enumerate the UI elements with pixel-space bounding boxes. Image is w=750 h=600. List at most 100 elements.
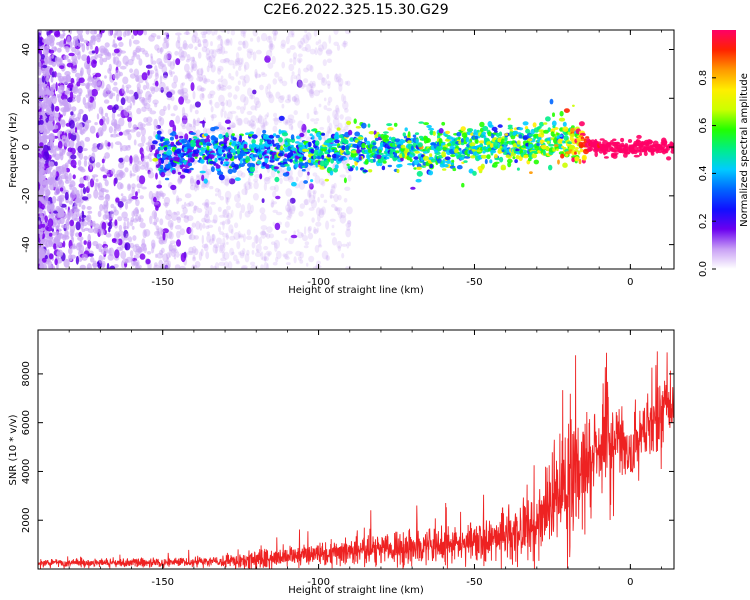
spectrogram-noise-blob	[282, 253, 288, 257]
spectrogram-noise-blob	[303, 198, 310, 206]
spectrogram-noise-blob	[205, 47, 211, 56]
spectrogram-noise-blob	[200, 31, 208, 36]
spectrogram-noise-blob	[202, 74, 207, 84]
spectrogram-noise-blob	[251, 241, 256, 249]
spectrogram-ridge-cell	[284, 141, 289, 146]
spectrogram-noise-blob	[299, 203, 306, 209]
spectrogram-ridge-cell	[599, 138, 605, 141]
spectrogram-ridge-cell	[338, 134, 344, 139]
spectrogram-noise-blob	[226, 214, 229, 218]
spectrogram-noise-blob	[272, 78, 278, 85]
spectrogram-noise-blob	[136, 107, 142, 115]
spectrogram-noise-blob	[154, 230, 161, 237]
spectrogram-noise-blob	[312, 172, 318, 177]
spectrogram-noise-blob	[108, 126, 113, 134]
spectrogram-ridge-cell	[414, 132, 420, 136]
spectrogram-noise-blob	[44, 215, 48, 223]
spectrogram-noise-blob	[296, 73, 302, 83]
spectrogram-noise-blob	[247, 210, 253, 215]
spectrogram-noise-blob	[309, 65, 314, 73]
spectrogram-noise-blob	[110, 203, 115, 209]
spectrogram-noise-blob	[145, 82, 150, 90]
spectrogram-ridge-cell	[643, 139, 650, 145]
spectrogram-ridge-cell	[480, 154, 487, 159]
spectrogram-noise-blob	[231, 251, 235, 255]
spectrogram-noise-blob	[321, 134, 325, 140]
spectrogram-noise-blob	[218, 261, 226, 267]
spectrogram-noise-blob	[279, 95, 285, 101]
spectrogram-noise-blob	[312, 80, 316, 87]
spectrogram-noise-blob	[142, 98, 148, 107]
spectrogram-noise-blob	[175, 115, 181, 124]
spectrogram-noise-blob	[203, 77, 208, 85]
spectrogram-noise-blob	[44, 195, 49, 204]
spectrogram-noise-blob	[145, 90, 152, 101]
spectrogram-noise-blob	[51, 196, 57, 204]
spectrogram-noise-blob	[243, 96, 249, 106]
spectrogram-noise-blob	[175, 40, 181, 49]
spectrogram-ridge-cell	[494, 157, 501, 161]
spectrogram-ridge-cell	[291, 181, 297, 187]
spectrogram-noise-blob	[187, 72, 191, 80]
spectrogram-noise-blob	[285, 35, 290, 45]
spectrogram-noise-blob	[67, 59, 71, 63]
spectrogram-ridge-cell	[299, 132, 305, 138]
spectrogram-noise-blob	[329, 195, 335, 199]
spectrogram-noise-blob	[116, 124, 122, 132]
spectrogram-ridge-cell	[581, 154, 587, 161]
spectrogram-ridge-cell	[423, 122, 429, 126]
spectrogram-noise-blob	[145, 64, 153, 69]
spectrogram-noise-blob	[96, 113, 100, 120]
spectrogram-noise-blob	[180, 122, 186, 127]
spectrogram-noise-blob	[314, 47, 318, 56]
spectrogram-ridge-cell	[546, 140, 550, 144]
spectrogram-noise-blob	[261, 230, 266, 236]
spectrogram-noise-blob	[194, 184, 198, 192]
spectrogram-noise-blob	[219, 125, 226, 135]
spectrogram-ridge-cell	[282, 172, 289, 177]
spectrogram-noise-blob	[93, 189, 99, 199]
spectrogram-noise-blob	[318, 178, 325, 186]
spectrogram-ridge-cell	[415, 178, 422, 183]
spectrogram-ridge-cell	[465, 136, 470, 143]
spectrogram-noise-blob	[191, 245, 197, 254]
spectrogram-noise-blob	[344, 108, 349, 113]
spectrogram-noise-blob	[189, 175, 194, 184]
spectrogram-ridge-cell	[367, 123, 371, 128]
spectrogram-ridge-cell	[428, 170, 434, 176]
spectrogram-noise-blob	[225, 39, 230, 45]
spectrogram-noise-blob	[238, 233, 244, 238]
spectrogram-noise-blob	[236, 258, 240, 264]
spectrogram-ridge-cell	[562, 162, 568, 168]
spectrogram-noise-blob	[176, 216, 181, 221]
spectrogram-noise-blob	[260, 251, 264, 260]
spectrogram-noise-blob	[247, 120, 252, 127]
spectrogram-noise-blob	[218, 83, 222, 90]
spectrogram-noise-blob	[123, 236, 129, 241]
spectrogram-noise-blob	[318, 89, 324, 93]
spectrogram-noise-blob	[103, 99, 110, 104]
spectrogram-noise-blob	[68, 247, 73, 255]
spectrogram-noise-blob	[97, 195, 105, 201]
spectrogram-noise-blob	[81, 204, 86, 210]
spectrogram-noise-blob	[45, 90, 52, 95]
spectrogram-ridge-cell	[481, 131, 486, 136]
spectrogram-noise-blob	[138, 58, 143, 66]
spectrogram-ridge-cell	[472, 132, 479, 136]
spectrogram-noise-blob	[112, 56, 116, 65]
spectrogram-noise-blob	[273, 33, 277, 36]
spectrogram-noise-blob	[65, 46, 70, 53]
spectrogram-ridge-cell	[251, 157, 256, 162]
colorbar-tick-label: 0.2	[698, 213, 709, 229]
spectrogram-noise-blob	[49, 203, 55, 210]
spectrogram-noise-blob	[124, 155, 130, 163]
spectrogram-noise-blob	[300, 82, 305, 90]
spectrogram-noise-blob	[275, 211, 283, 216]
spectrogram-noise-blob	[203, 202, 209, 211]
spectrogram-noise-blob	[134, 206, 139, 215]
spectrogram-noise-blob	[176, 251, 180, 258]
spectrogram-noise-blob	[105, 83, 111, 93]
spectrogram-noise-blob	[264, 177, 270, 182]
spectrogram-noise-blob	[255, 243, 262, 253]
spectrogram-ridge-cell	[432, 131, 436, 136]
